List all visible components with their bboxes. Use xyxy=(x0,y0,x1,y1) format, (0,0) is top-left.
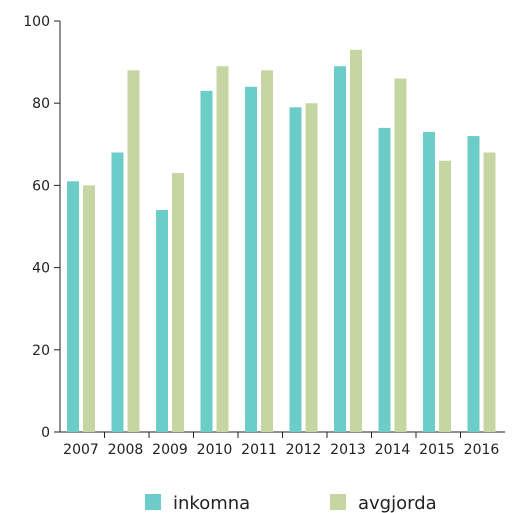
x-tick-label: 2016 xyxy=(464,442,500,458)
x-tick-label: 2007 xyxy=(63,442,99,458)
bar-avgjorda-2008 xyxy=(127,70,140,432)
bar-inkomna-2015 xyxy=(423,131,435,432)
y-tick-label: 60 xyxy=(32,178,50,194)
bar-inkomna-2009 xyxy=(156,210,168,432)
bar-inkomna-2007 xyxy=(67,181,79,432)
x-tick-label: 2011 xyxy=(241,442,277,458)
bar-avgjorda-2007 xyxy=(83,185,95,432)
bar-inkomna-2016 xyxy=(467,136,480,432)
bar-avgjorda-2013 xyxy=(350,49,362,433)
bar-avgjorda-2012 xyxy=(305,103,318,432)
bar-avgjorda-2010 xyxy=(216,66,229,433)
y-axis: 0 20 40 60 80 100 xyxy=(23,14,61,441)
x-tick-label: 2012 xyxy=(286,442,322,458)
legend-label-avgjorda: avgjorda xyxy=(358,493,437,513)
bar-inkomna-2011 xyxy=(245,86,257,432)
legend: inkomna avgjorda xyxy=(145,493,437,513)
x-tick-label: 2010 xyxy=(197,442,233,458)
legend-swatch-avgjorda xyxy=(330,494,346,510)
y-tick-label: 0 xyxy=(41,425,50,441)
x-tick-label: 2013 xyxy=(330,442,366,458)
bar-avgjorda-2016 xyxy=(483,152,496,432)
y-tick-label: 100 xyxy=(23,14,50,30)
bar-avgjorda-2009 xyxy=(172,173,184,432)
y-tick-label: 40 xyxy=(32,261,50,277)
bar-inkomna-2013 xyxy=(334,66,346,433)
x-tick-label: 2014 xyxy=(375,442,411,458)
bar-inkomna-2012 xyxy=(289,107,302,432)
legend-label-inkomna: inkomna xyxy=(173,493,250,513)
y-tick-label: 20 xyxy=(32,343,50,359)
bar-inkomna-2014 xyxy=(378,127,391,433)
x-axis: 2007 2008 2009 2010 2011 2012 2013 2014 2015 2016 xyxy=(60,431,505,458)
bar-inkomna-2010 xyxy=(200,90,213,433)
bar-inkomna-2008 xyxy=(111,152,124,432)
legend-swatch-inkomna xyxy=(145,494,161,510)
bars xyxy=(67,49,496,433)
x-tick-label: 2009 xyxy=(152,442,188,458)
bar-avgjorda-2011 xyxy=(261,70,273,432)
bar-avgjorda-2014 xyxy=(394,78,407,432)
x-tick-label: 2008 xyxy=(108,442,144,458)
x-tick-label: 2015 xyxy=(419,442,455,458)
y-tick-label: 80 xyxy=(32,96,50,112)
bar-avgjorda-2015 xyxy=(439,160,451,433)
